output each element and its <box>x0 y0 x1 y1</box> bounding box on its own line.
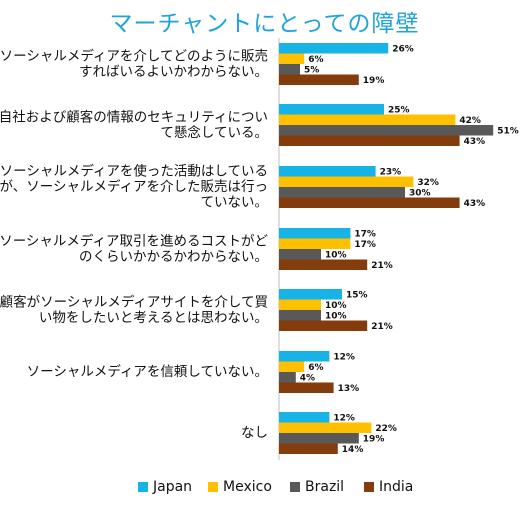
bar-japan <box>279 228 351 239</box>
category-label: ソーシャルメディア取引を進めるコストがど <box>0 232 268 249</box>
bar-brazil <box>279 310 321 321</box>
data-label: 14% <box>342 445 364 455</box>
category-label: のくらいかかるかわからない。 <box>79 249 268 265</box>
data-label: 23% <box>380 168 402 178</box>
data-label: 15% <box>346 291 368 301</box>
bar-mexico <box>279 114 456 125</box>
data-label: 21% <box>371 261 393 271</box>
category-label: すればいるよいかわからない。 <box>79 64 268 80</box>
bar-brazil <box>279 372 296 383</box>
data-label: 32% <box>417 178 439 188</box>
bar-japan <box>279 289 342 300</box>
data-label: 5% <box>304 66 319 76</box>
bar-mexico <box>279 53 305 64</box>
data-label: 30% <box>409 189 431 199</box>
bar-mexico <box>279 176 414 187</box>
legend-swatch-japan <box>138 482 148 492</box>
data-label: 25% <box>388 106 410 116</box>
legend-label-mexico: Mexico <box>223 479 272 495</box>
bar-india <box>279 259 368 270</box>
category-label: ていない。 <box>201 195 269 211</box>
data-label: 6% <box>308 55 323 65</box>
bar-japan <box>279 166 376 177</box>
bar-brazil <box>279 187 405 198</box>
data-label: 10% <box>325 251 347 261</box>
data-label: 22% <box>375 424 397 434</box>
bar-brazil <box>279 125 494 136</box>
legend-swatch-mexico <box>208 482 218 492</box>
data-label: 17% <box>354 240 376 250</box>
data-label: 19% <box>363 435 385 445</box>
data-label: 42% <box>459 116 481 126</box>
bar-brazil <box>279 64 300 75</box>
category-label: ソーシャルメディアを信頼していない。 <box>27 363 268 380</box>
data-label: 43% <box>464 137 486 147</box>
category-label: い物をしたいと考えるとは思わない。 <box>39 310 268 326</box>
legend-swatch-brazil <box>290 482 300 492</box>
data-label: 26% <box>392 45 414 55</box>
bar-india <box>279 135 460 146</box>
data-label: 12% <box>333 353 355 363</box>
bar-india <box>279 197 460 208</box>
data-label: 21% <box>371 322 393 332</box>
bar-india <box>279 443 338 454</box>
data-label: 10% <box>325 312 347 322</box>
legend-label-brazil: Brazil <box>305 479 344 495</box>
bar-india <box>279 320 368 331</box>
data-label: 17% <box>354 230 376 240</box>
data-label: 13% <box>338 384 360 394</box>
bar-india <box>279 74 359 85</box>
category-label: て懸念している。 <box>160 124 268 141</box>
legend-label-japan: Japan <box>152 479 192 495</box>
legend-swatch-india <box>364 482 374 492</box>
category-label: が、ソーシャルメディアを介した販売は行っ <box>0 178 268 195</box>
data-label: 51% <box>497 127 519 137</box>
bar-mexico <box>279 361 305 372</box>
data-label: 10% <box>325 301 347 311</box>
bar-mexico <box>279 238 351 249</box>
category-label: 顧客がソーシャルメディアサイトを介して買 <box>0 293 268 310</box>
bar-india <box>279 382 334 393</box>
bar-mexico <box>279 299 321 310</box>
bar-brazil <box>279 249 321 260</box>
data-label: 12% <box>333 414 355 424</box>
bar-mexico <box>279 422 372 433</box>
category-label: 自社および顧客の情報のセキュリティについ <box>0 108 268 125</box>
data-label: 6% <box>308 363 323 373</box>
legend-label-india: India <box>379 479 413 495</box>
data-label: 43% <box>464 199 486 209</box>
data-label: 4% <box>300 374 315 384</box>
bar-japan <box>279 412 330 423</box>
bar-brazil <box>279 433 359 444</box>
chart-title: マーチャントにとっての障壁 <box>109 11 420 37</box>
category-label: ソーシャルメディアを介してどのように販売 <box>0 47 268 64</box>
bar-japan <box>279 104 384 115</box>
bar-japan <box>279 43 389 54</box>
category-label: なし <box>241 425 268 441</box>
data-label: 19% <box>363 76 385 86</box>
bar-japan <box>279 351 330 362</box>
category-label: ソーシャルメディアを使った活動はしている <box>0 163 268 180</box>
